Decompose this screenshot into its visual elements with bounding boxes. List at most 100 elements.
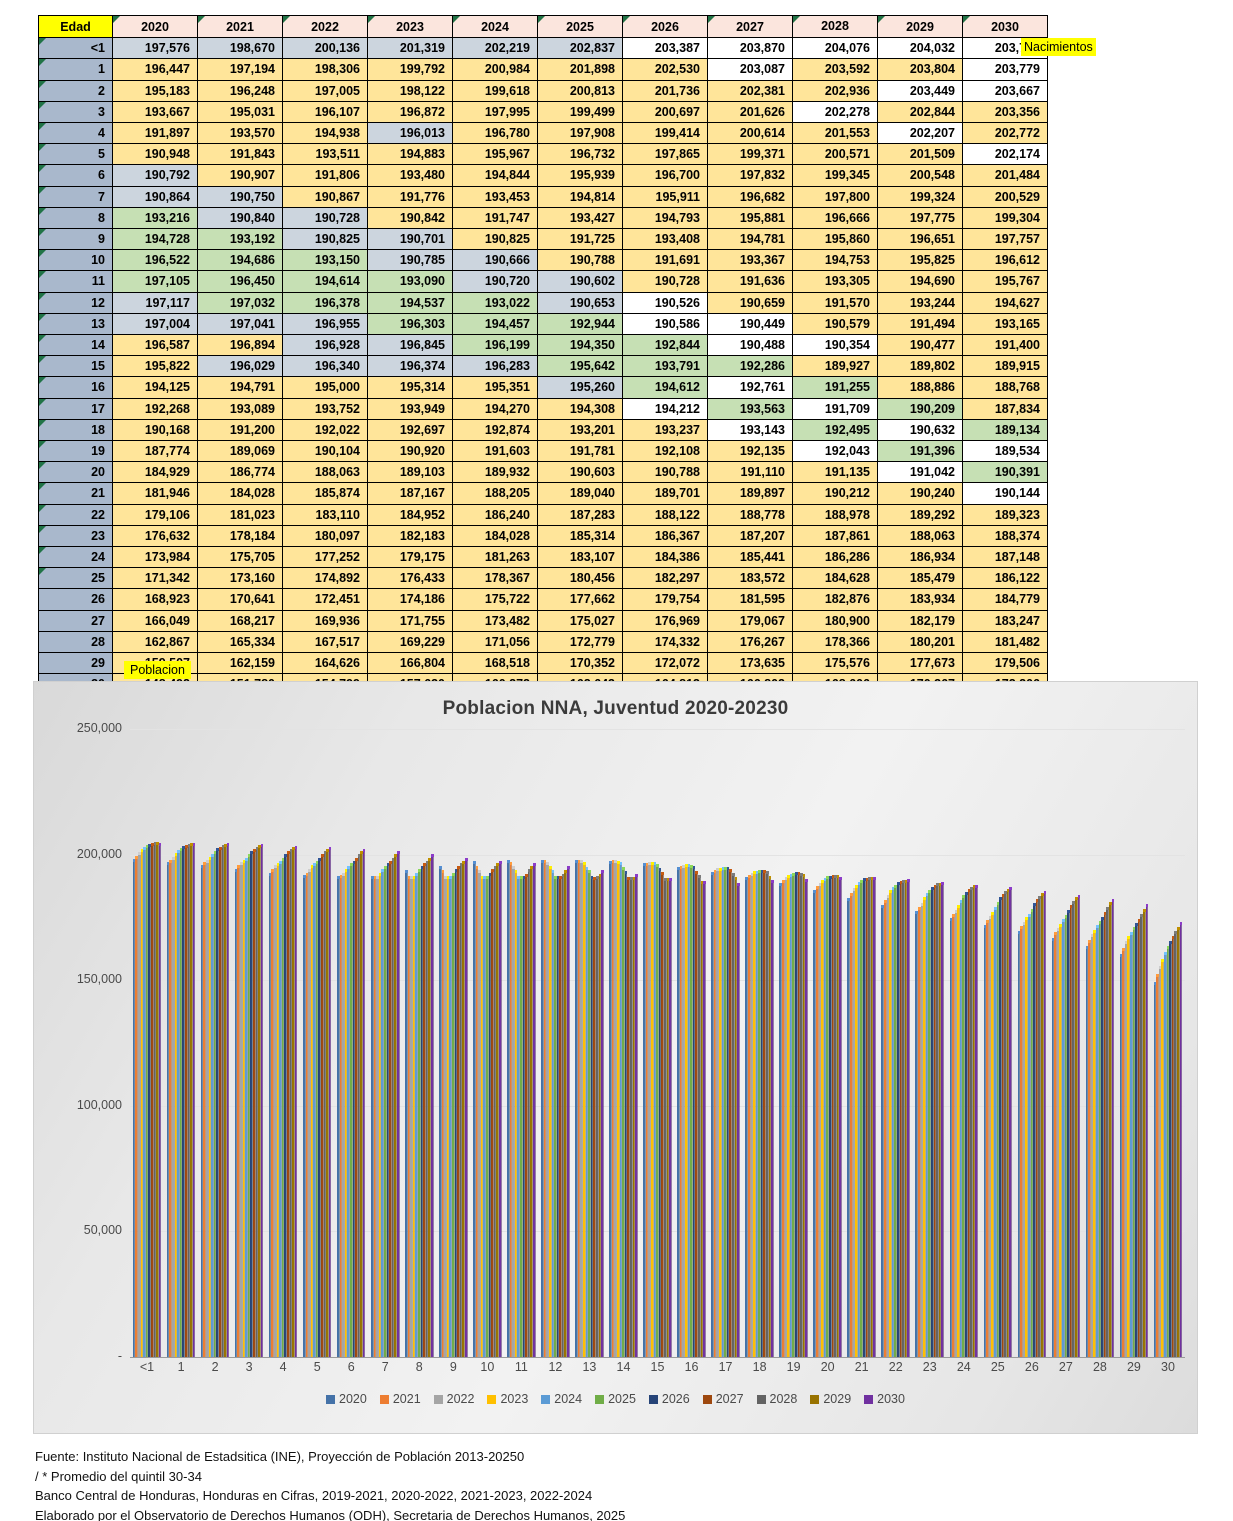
chart-bar-top: [899, 880, 903, 884]
table-cell-value: 189,534: [962, 440, 1048, 463]
chart-bar-fill: [255, 848, 259, 1357]
chart-bar-top: [585, 866, 589, 870]
legend-item-2028[interactable]: 2028: [756, 1392, 797, 1406]
chart-bar-top: [415, 873, 418, 877]
table-header: Edad 2020 2021 2022 2023 2024 2025 2026 2027 2028…: [38, 14, 1048, 39]
legend-swatch: [433, 1394, 443, 1404]
chart-bar-fill: [378, 875, 382, 1357]
chart-bar: [1085, 945, 1089, 1357]
chart-bar: [423, 862, 426, 1357]
chart-bar-fill: [459, 865, 463, 1357]
chart-bar: [1169, 941, 1172, 1357]
legend-item-2024[interactable]: 2024: [541, 1392, 582, 1406]
chart-bar: [766, 871, 769, 1357]
chart-bar: [865, 877, 869, 1357]
legend-item-2026[interactable]: 2026: [648, 1392, 690, 1406]
legend-item-2029[interactable]: 2029: [810, 1392, 851, 1406]
legend-item-2025[interactable]: 2025: [595, 1392, 636, 1406]
table-cell-value: 193,305: [792, 270, 878, 293]
chart-bar-fill: [153, 844, 157, 1357]
chart-bar-top: [405, 869, 408, 873]
chart-bar: [965, 891, 968, 1357]
chart-bar-fill: [1090, 936, 1094, 1357]
chart-bar-fill: [1174, 933, 1178, 1357]
chart-bar: [897, 882, 900, 1357]
chart-bar-fill: [281, 859, 285, 1357]
legend-item-2030[interactable]: 2030: [864, 1392, 905, 1406]
chart-bar: [294, 845, 298, 1357]
chart-bar: [143, 847, 146, 1357]
chart-bar: [444, 875, 447, 1357]
table-cell-value: 189,069: [197, 440, 283, 463]
chart-bar-top: [784, 877, 788, 881]
chart-bar-fill: [928, 891, 932, 1357]
chart-bar: [169, 859, 172, 1357]
legend-item-2021[interactable]: 2021: [379, 1392, 421, 1406]
chart-bar-top: [787, 875, 790, 879]
table-cell-value: 191,725: [537, 228, 623, 251]
chart-bar-fill: [190, 845, 193, 1357]
chart-bar-group: [811, 729, 845, 1357]
chart-bar: [315, 860, 319, 1357]
table-cell-value: 196,283: [452, 355, 538, 378]
table-cell-value: 185,314: [537, 524, 623, 548]
table-cell-age: 24: [38, 546, 113, 569]
chart-bar-fill: [187, 845, 191, 1357]
chart-bar-top: [719, 867, 722, 871]
chart-bar-top: [933, 884, 937, 888]
legend-item-2020[interactable]: 2020: [326, 1392, 367, 1406]
chart-bar-top: [554, 876, 557, 880]
chart-bar: [682, 865, 686, 1357]
chart-bar-fill: [923, 899, 926, 1357]
chart-bar-top: [891, 887, 895, 891]
chart-bar-top: [821, 879, 824, 883]
chart-bar-top: [520, 876, 523, 880]
chart-bar: [360, 851, 363, 1357]
table-cell-value: 194,938: [282, 122, 368, 145]
chart-bar-top: [140, 849, 144, 853]
chart-bar-fill: [1132, 929, 1136, 1357]
chart-bar: [1006, 889, 1010, 1357]
chart-bar-fill: [611, 862, 615, 1357]
chart-bar-top: [1093, 929, 1096, 933]
chart-bar-top: [292, 847, 295, 851]
chart-bar-top: [698, 874, 701, 878]
chart-bar-fill: [425, 862, 429, 1357]
table-cell-value: 190,653: [537, 291, 623, 314]
chart-bar-top: [250, 850, 253, 854]
chart-bar: [972, 885, 976, 1357]
table-cell-value: 187,861: [792, 524, 878, 548]
table-cell-value: 191,781: [537, 440, 623, 463]
chart-bar-fill: [941, 883, 944, 1357]
table-row: 4 191,897 193,570 194,938 196,013 196,780 197,…: [38, 122, 1048, 145]
chart-bar: [1158, 966, 1162, 1357]
chart-bar: [763, 869, 767, 1357]
legend-item-2023[interactable]: 2023: [487, 1392, 528, 1406]
legend-label: 2022: [446, 1392, 475, 1406]
chart-bar: [1017, 930, 1021, 1357]
chart-x-axis-label: 1: [177, 1360, 185, 1374]
table-cell-value: 197,757: [962, 228, 1048, 251]
chart-bar-fill: [464, 860, 468, 1357]
chart-bar-group: [232, 729, 266, 1357]
chart-bar-top: [1022, 921, 1026, 925]
chart-bar-top: [632, 876, 636, 880]
chart-bar: [342, 873, 345, 1357]
table-cell-value: 197,775: [877, 206, 963, 230]
chart-bar-top: [1161, 959, 1165, 963]
chart-bar: [1088, 939, 1091, 1357]
table-row: 5 190,948 191,843 193,511 194,883 195,967 196,…: [38, 143, 1048, 166]
chart-bar: [593, 876, 596, 1357]
chart-bar-top: [779, 883, 782, 887]
legend-item-2027[interactable]: 2027: [702, 1392, 744, 1406]
chart-bar-top: [1166, 946, 1170, 950]
poblacion-label: Poblacion: [124, 661, 191, 679]
chart-bar-top: [156, 842, 159, 846]
chart-bar-fill: [567, 868, 570, 1357]
table-cell-value: 190,728: [622, 270, 708, 293]
legend-item-2022[interactable]: 2022: [433, 1392, 475, 1406]
table-cell-value: 194,350: [537, 334, 623, 357]
chart-bar-fill: [148, 846, 151, 1357]
chart-bar-fill: [1096, 927, 1099, 1357]
table-cell-value: 194,781: [707, 228, 793, 251]
